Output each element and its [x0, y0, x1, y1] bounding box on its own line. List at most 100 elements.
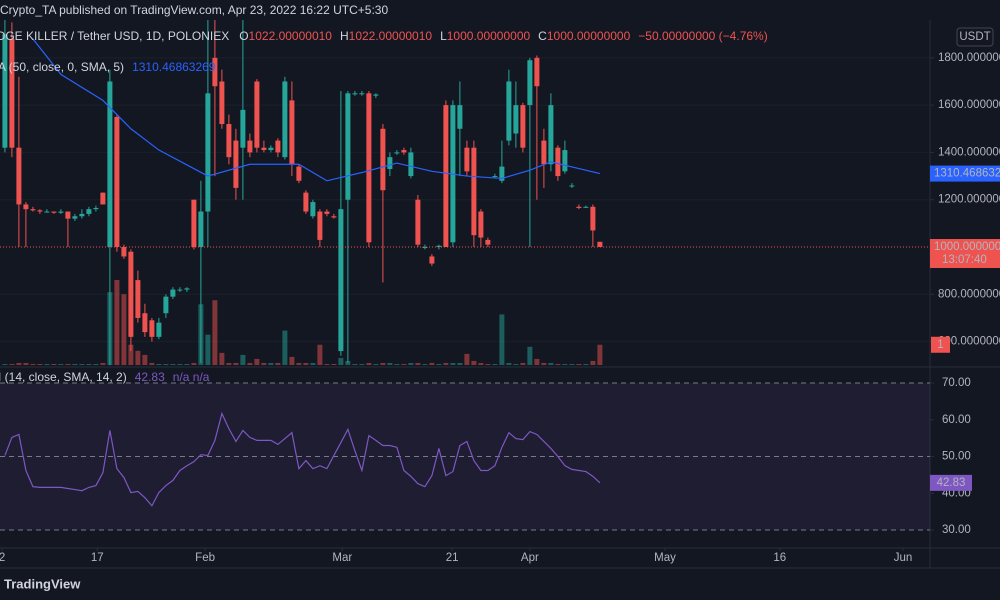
volume-bar [2, 363, 8, 365]
volume-bar [296, 362, 302, 365]
y-tick-label: 1200.0000000 [938, 194, 1000, 206]
volume-bar [555, 363, 561, 365]
candle-body [226, 124, 232, 158]
candle-body [534, 57, 540, 87]
volume-bar [534, 358, 540, 365]
y-tick-label: 70.00 [942, 377, 971, 389]
y-tick-label: 800.0000000 [938, 288, 1000, 300]
volume-bar [100, 362, 106, 365]
candle-body [366, 93, 372, 243]
candle-body [520, 105, 526, 148]
volume-bar [338, 357, 344, 365]
volume-bar [562, 363, 568, 365]
volume-bar [156, 363, 162, 365]
volume-bar [569, 363, 575, 365]
candle-body [149, 320, 155, 337]
candle-body [191, 199, 197, 248]
candle-body [212, 57, 218, 87]
countdown: 13:07:40 [942, 254, 987, 266]
candle-body [72, 216, 78, 219]
volume-box [931, 336, 950, 353]
candle-body [499, 166, 505, 181]
ma-legend-value: 1310.46863269 [132, 60, 216, 74]
plot-area [0, 20, 930, 531]
volume-bar [345, 360, 351, 365]
volume-label: 1 [937, 339, 943, 351]
candle-body [569, 185, 575, 187]
rsi-legend: I (14, close, SMA, 14, 2) 42.83 n/a n/a [0, 370, 210, 384]
candle-body [457, 105, 463, 129]
candle-body [506, 81, 512, 141]
currency: USDT [959, 31, 990, 43]
candle-body [142, 313, 148, 333]
x-tick-label: 21 [446, 552, 459, 564]
volume-bar [191, 362, 197, 365]
volume-bar [121, 294, 127, 365]
volume-bar [114, 280, 120, 365]
volume-bar [590, 360, 596, 365]
footer: TradingView [4, 576, 81, 591]
volume-bar [128, 344, 134, 365]
y-tick-label: 1600.0000000 [938, 99, 1000, 111]
candle-body [254, 81, 260, 148]
volume-bar [79, 363, 85, 365]
volume-bar [226, 362, 232, 365]
candle-body [380, 128, 386, 191]
volume-bar [177, 363, 183, 365]
y-tick-label: 50.00 [942, 451, 971, 463]
candle-body [436, 245, 442, 248]
candle-body [527, 60, 533, 106]
candle-body [121, 247, 127, 257]
volume-bar [366, 362, 372, 365]
candle-body [282, 81, 288, 158]
volume-bar [212, 300, 218, 365]
rsi-value-box [930, 474, 972, 491]
rsi-value-label: 42.83 [937, 477, 966, 489]
candle-body [429, 256, 435, 264]
volume-bar [268, 362, 274, 365]
candle-body [492, 176, 498, 178]
volume-bar [387, 362, 393, 365]
volume-bar [184, 363, 190, 365]
y-tick-label: 1400.0000000 [938, 146, 1000, 158]
x-tick-label: Feb [195, 552, 215, 564]
volume-bar [450, 362, 456, 365]
volume-bar [170, 363, 176, 365]
candle-body [289, 100, 295, 165]
candle-body [513, 105, 519, 134]
candle-body [317, 211, 323, 240]
volume-bar [254, 358, 260, 365]
volume-bar [233, 362, 239, 365]
currency-box-frame [956, 27, 994, 47]
candle-body [58, 211, 64, 213]
volume-bar [331, 363, 337, 365]
candle-body [415, 199, 421, 245]
candle-body [324, 211, 330, 214]
candle-body [205, 93, 211, 212]
volume-bar [163, 363, 169, 365]
candle-body [184, 288, 190, 290]
candle-body [576, 206, 582, 208]
volume-bar [324, 363, 330, 365]
volume-bar [576, 363, 582, 365]
volume-bar [303, 362, 309, 365]
axis-area: 1 800.0000000 1600.0000000 1400.0000000 1200… [0, 52, 1000, 564]
volume-bar [583, 363, 589, 365]
ma-price-label: 1310.46863269 [934, 168, 1000, 180]
volume-bar [289, 356, 295, 365]
candle-body [44, 211, 50, 213]
y-tick-label: 30.00 [942, 524, 971, 536]
candle-body [247, 140, 253, 153]
volume-bar [506, 362, 512, 365]
candle-body [135, 280, 141, 318]
candle-body [541, 140, 547, 165]
candle-body [548, 105, 554, 165]
candle-body [590, 206, 596, 231]
candle-body [387, 157, 393, 169]
publish-title: Crypto_TA published on TradingView.com, … [0, 3, 388, 17]
candle-body [471, 147, 477, 236]
volume-bar [429, 362, 435, 365]
volume-bar [72, 363, 78, 365]
